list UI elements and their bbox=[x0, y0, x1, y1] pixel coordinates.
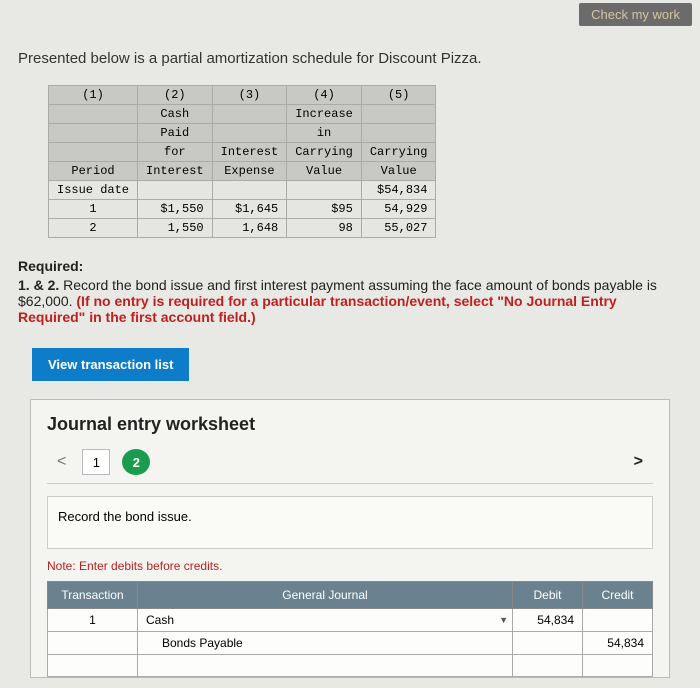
chevron-right-icon[interactable]: > bbox=[624, 453, 653, 471]
col-transaction: Transaction bbox=[48, 582, 138, 609]
hdr-increase: Increase bbox=[287, 105, 362, 124]
credit-input[interactable] bbox=[583, 609, 653, 632]
empty-cell bbox=[48, 655, 138, 677]
row-issue-period: Issue date bbox=[49, 181, 138, 200]
cell bbox=[212, 181, 287, 200]
account-select[interactable] bbox=[138, 655, 513, 677]
cell: $95 bbox=[287, 200, 362, 219]
journal-worksheet: Journal entry worksheet < 1 2 > Record t… bbox=[30, 399, 670, 678]
main-content: Presented below is a partial amortizatio… bbox=[0, 0, 700, 688]
cell: $54,834 bbox=[361, 181, 436, 200]
cell: 1,550 bbox=[138, 219, 213, 238]
hdr-in: in bbox=[287, 124, 362, 143]
col-general-journal: General Journal bbox=[138, 582, 513, 609]
col-credit: Credit bbox=[583, 582, 653, 609]
txn-num: 1 bbox=[48, 609, 138, 632]
hdr-period: Period bbox=[49, 162, 138, 181]
tab-row: < 1 2 > bbox=[47, 449, 653, 484]
debit-input[interactable]: 54,834 bbox=[513, 609, 583, 632]
instruction-text: Record the bond issue. bbox=[58, 509, 192, 524]
cell: 1,648 bbox=[212, 219, 287, 238]
instruction-box: Record the bond issue. bbox=[47, 496, 653, 549]
cell: 55,027 bbox=[361, 219, 436, 238]
cell: 54,929 bbox=[361, 200, 436, 219]
journal-entry-table: Transaction General Journal Debit Credit… bbox=[47, 581, 653, 677]
intro-text: Presented below is a partial amortizatio… bbox=[18, 50, 682, 67]
cell: $1,645 bbox=[212, 200, 287, 219]
col-num-4: (4) bbox=[287, 86, 362, 105]
chevron-left-icon[interactable]: < bbox=[47, 453, 76, 471]
required-label: Required: bbox=[18, 258, 682, 274]
cell: 98 bbox=[287, 219, 362, 238]
txn-num bbox=[48, 632, 138, 655]
hdr-carrying2: Carrying bbox=[361, 143, 436, 162]
view-transaction-list-button[interactable]: View transaction list bbox=[32, 348, 189, 381]
hdr-carrying: Carrying bbox=[287, 143, 362, 162]
hdr-cash: Cash bbox=[138, 105, 213, 124]
tab-2[interactable]: 2 bbox=[122, 449, 150, 475]
dropdown-icon: ▼ bbox=[499, 615, 508, 625]
hdr-for: for bbox=[138, 143, 213, 162]
cell: $1,550 bbox=[138, 200, 213, 219]
col-num-2: (2) bbox=[138, 86, 213, 105]
note-text: Note: Enter debits before credits. bbox=[47, 559, 653, 573]
account-select[interactable]: Cash ▼ bbox=[138, 609, 513, 632]
hdr-value2: Value bbox=[361, 162, 436, 181]
required-text: 1. & 2. Record the bond issue and first … bbox=[18, 277, 682, 325]
col-num-5: (5) bbox=[361, 86, 436, 105]
credit-input[interactable] bbox=[583, 655, 653, 677]
credit-input[interactable]: 54,834 bbox=[583, 632, 653, 655]
cell bbox=[287, 181, 362, 200]
tab-1[interactable]: 1 bbox=[82, 449, 110, 475]
cell: 2 bbox=[49, 219, 138, 238]
account-select[interactable]: Bonds Payable bbox=[138, 632, 513, 655]
col-debit: Debit bbox=[513, 582, 583, 609]
hdr-interest: Interest bbox=[212, 143, 287, 162]
hdr-interest2: Interest bbox=[138, 162, 213, 181]
cell bbox=[138, 181, 213, 200]
check-my-work-button[interactable]: Check my work bbox=[579, 3, 692, 26]
worksheet-title: Journal entry worksheet bbox=[47, 414, 653, 435]
hdr-expense: Expense bbox=[212, 162, 287, 181]
hdr-value: Value bbox=[287, 162, 362, 181]
debit-input[interactable] bbox=[513, 655, 583, 677]
col-num-1: (1) bbox=[49, 86, 138, 105]
cell: 1 bbox=[49, 200, 138, 219]
amortization-table: (1) (2) (3) (4) (5) Cash Increase Paid i… bbox=[48, 85, 436, 238]
col-num-3: (3) bbox=[212, 86, 287, 105]
hdr-paid: Paid bbox=[138, 124, 213, 143]
debit-input[interactable] bbox=[513, 632, 583, 655]
